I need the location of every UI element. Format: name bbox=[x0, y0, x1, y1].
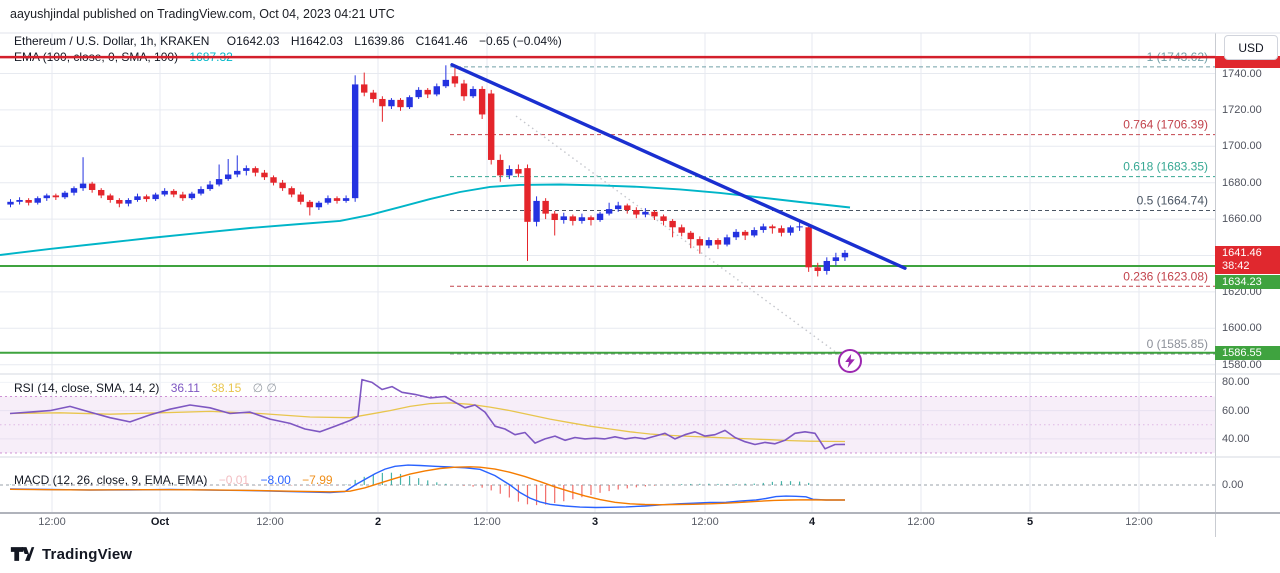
tradingview-logo-icon bbox=[10, 547, 35, 561]
ohlc-high: H1642.03 bbox=[290, 34, 343, 48]
symbol-legend[interactable]: Ethereum / U.S. Dollar, 1h, KRAKEN O1642… bbox=[14, 34, 566, 48]
ohlc-open: O1642.03 bbox=[226, 34, 280, 48]
ema-title: EMA (100, close, 0, SMA, 100) bbox=[14, 50, 179, 64]
scale-tick: 80.00 bbox=[1222, 376, 1250, 389]
last-price-value: 1641.46 bbox=[1222, 247, 1262, 259]
fib-label: 0.618 (1683.35) bbox=[1123, 160, 1208, 174]
time-tick-label: 2 bbox=[374, 516, 382, 528]
fib-label: 0.764 (1706.39) bbox=[1123, 118, 1208, 132]
scale-tick: 1720.00 bbox=[1222, 103, 1262, 116]
rsi-title: RSI (14, close, SMA, 14, 2) bbox=[14, 381, 160, 395]
time-tick-label: 4 bbox=[808, 516, 816, 528]
macd-line-value: −8.00 bbox=[260, 473, 291, 487]
ema-value: 1687.32 bbox=[189, 50, 233, 64]
vertical-gridlines bbox=[51, 33, 1140, 513]
bar-countdown: 38:42 bbox=[1222, 260, 1250, 272]
scale-tick: 1740.00 bbox=[1222, 67, 1262, 80]
scale-tick: 60.00 bbox=[1222, 404, 1250, 417]
macd-title: MACD (12, 26, close, 9, EMA, EMA) bbox=[14, 473, 208, 487]
fib-label: 0.236 (1623.08) bbox=[1123, 269, 1208, 283]
currency-toggle-button[interactable]: USD bbox=[1224, 35, 1278, 60]
symbol-title: Ethereum / U.S. Dollar, 1h, KRAKEN bbox=[14, 34, 210, 48]
scale-tick: 0.00 bbox=[1222, 479, 1244, 491]
dotted-projection-line bbox=[515, 115, 844, 358]
time-tick-label: 3 bbox=[591, 516, 599, 528]
last-price-label: 1641.46 38:42 bbox=[1215, 246, 1280, 274]
price-gridlines bbox=[0, 73, 1215, 366]
currency-label: USD bbox=[1238, 40, 1264, 55]
support-price-label-1: 1634.23 bbox=[1215, 275, 1280, 289]
ema-line bbox=[0, 183, 851, 256]
time-tick-label: Oct bbox=[150, 516, 170, 528]
scale-tick: 1660.00 bbox=[1222, 213, 1262, 226]
rsi-sma-value: 38.15 bbox=[211, 381, 242, 395]
support-price-1: 1634.23 bbox=[1222, 276, 1262, 288]
tradingview-logo-text: TradingView bbox=[42, 545, 133, 563]
macd-legend[interactable]: MACD (12, 26, close, 9, EMA, EMA) −0.01 … bbox=[14, 473, 337, 487]
scale-tick: 1580.00 bbox=[1222, 358, 1262, 371]
time-tick-label: 12:00 bbox=[256, 516, 284, 528]
rsi-sma-line bbox=[9, 402, 846, 443]
ohlc-low: L1639.86 bbox=[354, 34, 405, 48]
rsi-band bbox=[0, 396, 1215, 454]
change-value: −0.65 (−0.04%) bbox=[479, 34, 562, 48]
macd-signal-value: −7.99 bbox=[302, 473, 333, 487]
time-tick-label: 12:00 bbox=[691, 516, 719, 528]
time-tick-label: 12:00 bbox=[1125, 516, 1153, 528]
rsi-extra-values: ∅ ∅ bbox=[252, 381, 277, 395]
support-price-2: 1586.55 bbox=[1222, 347, 1262, 359]
time-tick-label: 12:00 bbox=[38, 516, 66, 528]
support-price-label-2: 1586.55 bbox=[1215, 346, 1280, 360]
scale-tick: 1700.00 bbox=[1222, 140, 1262, 153]
rsi-value: 36.11 bbox=[170, 381, 200, 395]
tradingview-logo[interactable]: TradingView bbox=[10, 543, 132, 565]
fibonacci-levels: 1 (1743.62) 0.764 (1706.39) 0.618 (1683.35… bbox=[450, 50, 1215, 355]
ema-legend[interactable]: EMA (100, close, 0, SMA, 100) 1687.32 bbox=[14, 50, 237, 64]
attribution-text: aayushjindal published on TradingView.co… bbox=[10, 7, 395, 21]
fib-label: 0.5 (1664.74) bbox=[1137, 193, 1208, 207]
time-tick-label: 5 bbox=[1026, 516, 1034, 528]
ohlc-close: C1641.46 bbox=[415, 34, 468, 48]
scale-tick: 40.00 bbox=[1222, 432, 1250, 445]
rsi-legend[interactable]: RSI (14, close, SMA, 14, 2) 36.11 38.15 … bbox=[14, 381, 281, 395]
scale-tick: 1680.00 bbox=[1222, 176, 1262, 189]
macd-hist-value: −0.01 bbox=[218, 473, 250, 487]
fib-label: 0 (1585.85) bbox=[1147, 337, 1208, 351]
scale-tick: 1600.00 bbox=[1222, 322, 1262, 335]
candles bbox=[7, 65, 849, 277]
time-tick-label: 12:00 bbox=[473, 516, 501, 528]
fib-label: 1 (1743.62) bbox=[1147, 50, 1208, 64]
time-tick-label: 12:00 bbox=[907, 516, 935, 528]
descending-trendline bbox=[450, 63, 907, 270]
lightning-marker-icon[interactable] bbox=[838, 349, 862, 373]
